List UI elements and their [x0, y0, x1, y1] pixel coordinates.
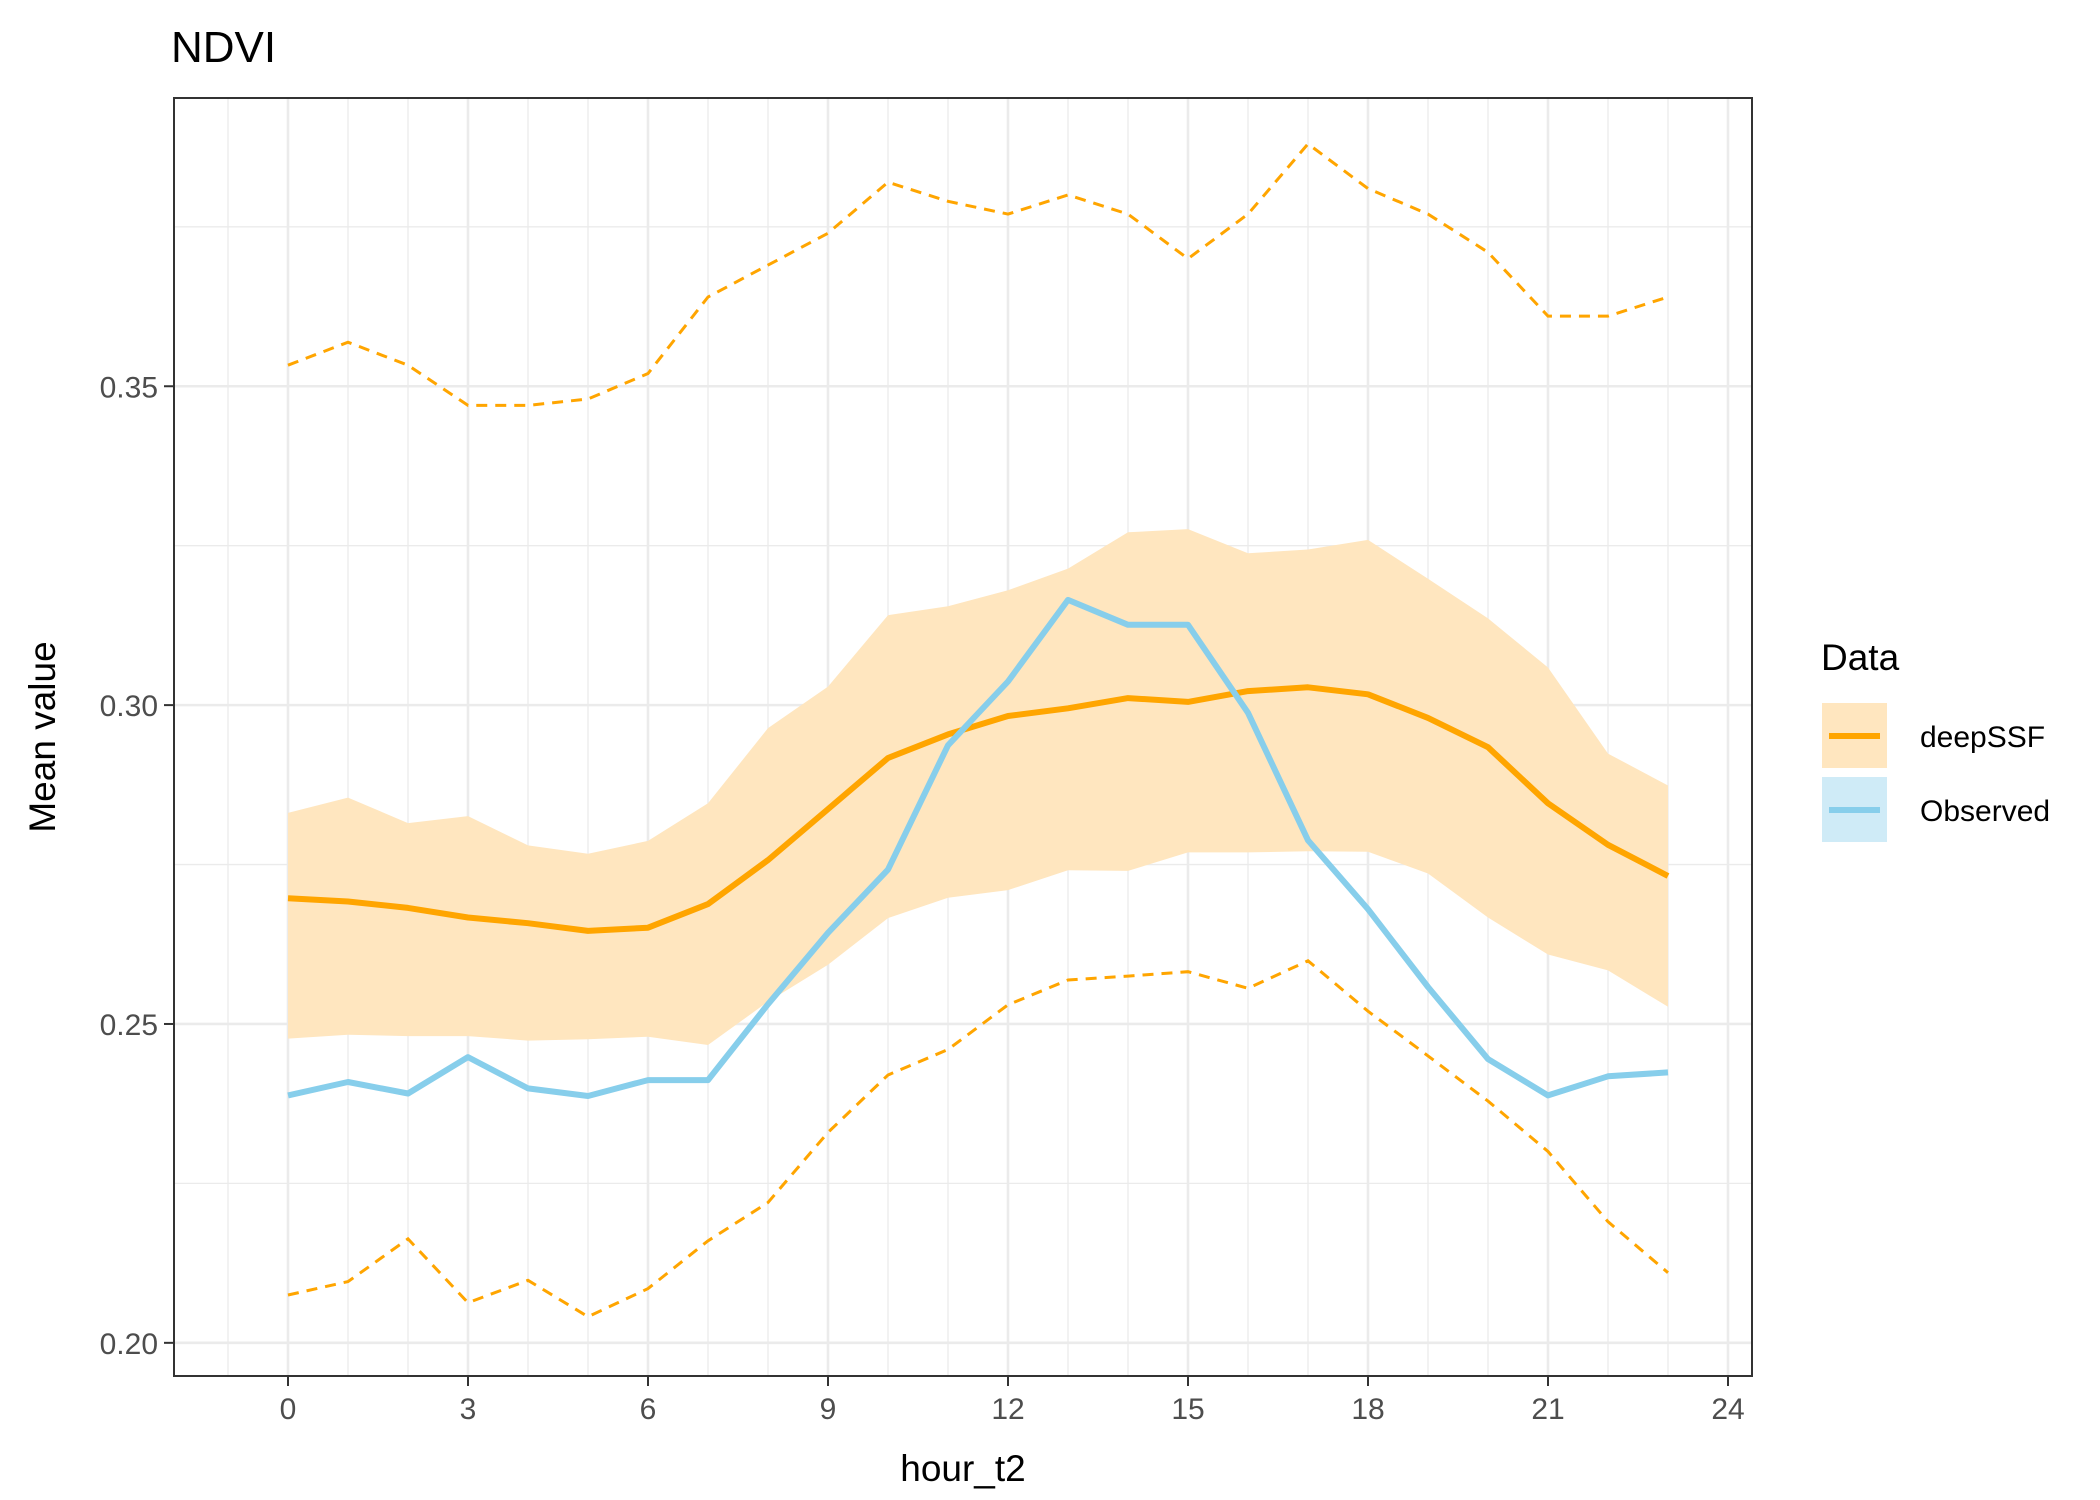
- y-axis-title: Mean value: [22, 641, 63, 832]
- series-layer: [287, 141, 1670, 1319]
- x-tick-label: 0: [280, 1393, 297, 1426]
- x-tick-label: 9: [820, 1393, 837, 1426]
- deepssf-band: [288, 529, 1668, 1045]
- chart-title: NDVI: [171, 23, 276, 72]
- x-tick-label: 3: [460, 1393, 477, 1426]
- x-axis-title: hour_t2: [900, 1448, 1026, 1489]
- panel-border: [173, 97, 1753, 1377]
- legend-label-deepssf: deepSSF: [1920, 721, 2045, 754]
- legend-title: Data: [1821, 637, 1900, 678]
- y-tick-label: 0.25: [100, 1009, 158, 1042]
- x-tick-label: 6: [640, 1393, 657, 1426]
- legend: Data deepSSF Observed: [1821, 637, 2050, 842]
- observed-line: [287, 596, 1669, 1099]
- y-tick-label: 0.20: [100, 1328, 158, 1361]
- x-tick-label: 24: [1711, 1393, 1744, 1426]
- x-tick-label: 21: [1531, 1393, 1564, 1426]
- deepssf-lower-bound-line: [287, 959, 1669, 1319]
- x-tick-label: 15: [1171, 1393, 1204, 1426]
- legend-label-observed: Observed: [1920, 795, 2050, 828]
- y-tick-label: 0.35: [100, 371, 158, 404]
- y-tick-label: 0.30: [100, 690, 158, 723]
- x-axis: 0 3 6 9 12 15 18 21 24: [280, 1376, 1745, 1426]
- x-tick-label: 12: [991, 1393, 1024, 1426]
- deepssf-mean-line: [287, 684, 1670, 934]
- y-axis: 0.20 0.25 0.30 0.35: [100, 371, 174, 1361]
- x-tick-label: 18: [1351, 1393, 1384, 1426]
- legend-items: deepSSF Observed: [1822, 703, 2050, 842]
- plot-panel: [173, 97, 1753, 1377]
- deepssf-upper-bound-line: [287, 141, 1669, 407]
